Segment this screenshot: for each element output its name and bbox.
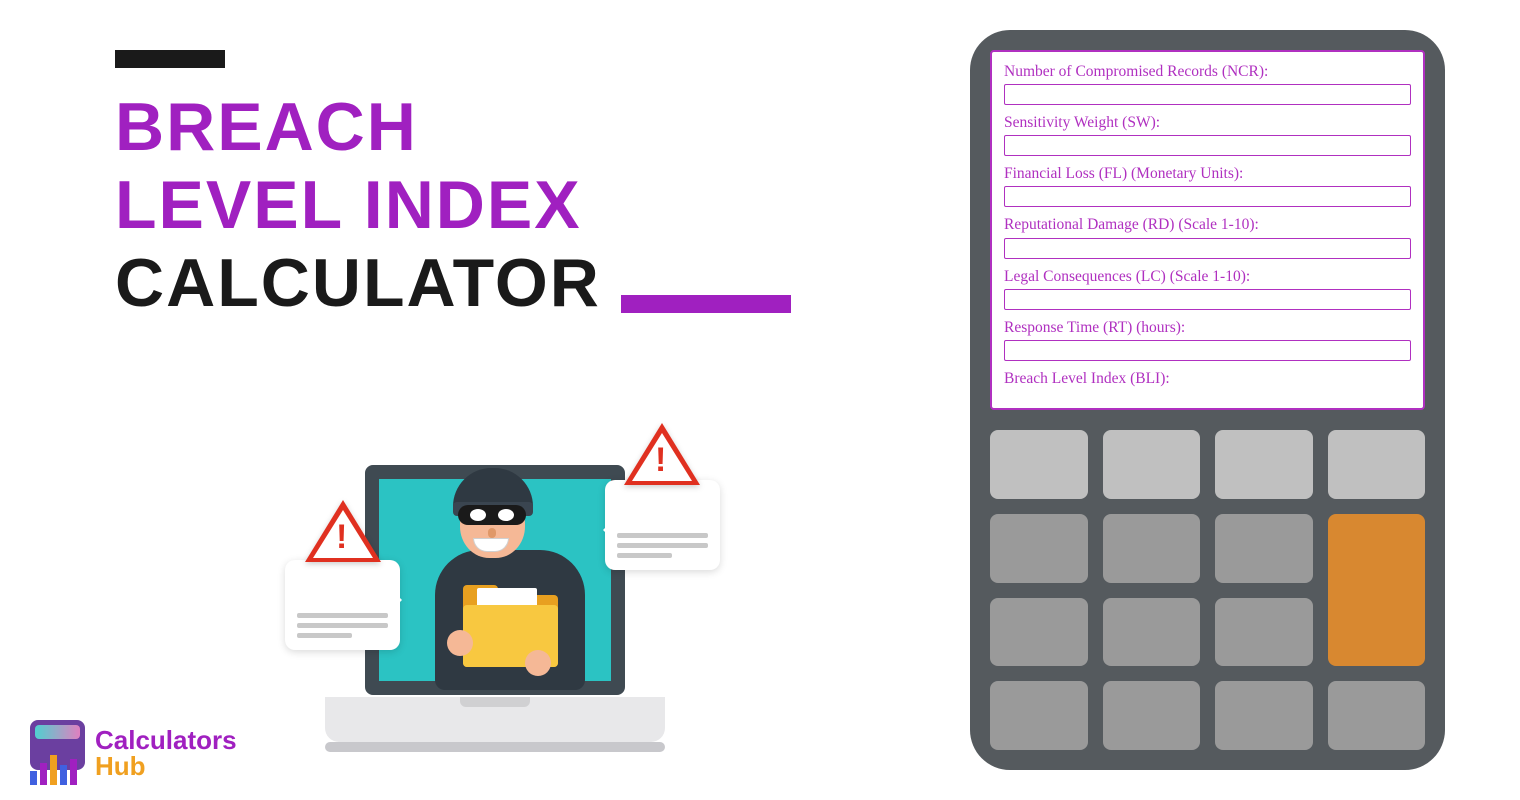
calculator-key[interactable] <box>990 598 1088 667</box>
calculator-keypad <box>990 430 1425 750</box>
decorative-bar-bottom <box>621 295 791 313</box>
calculator-key[interactable] <box>1103 681 1201 750</box>
form-input[interactable] <box>1004 238 1411 259</box>
calculator-key[interactable] <box>1215 514 1313 583</box>
decorative-bar-top <box>115 50 225 68</box>
calculator-form-screen: Number of Compromised Records (NCR): Sens… <box>990 50 1425 410</box>
calculator-key[interactable] <box>1103 430 1201 499</box>
form-field: Breach Level Index (BLI): <box>1004 369 1411 389</box>
hacker-illustration <box>295 465 695 775</box>
calculator-key[interactable] <box>1215 598 1313 667</box>
calculator-key[interactable] <box>990 681 1088 750</box>
logo-icon <box>30 720 85 785</box>
form-input[interactable] <box>1004 289 1411 310</box>
form-label: Breach Level Index (BLI): <box>1004 369 1411 389</box>
calculator-key[interactable] <box>1328 681 1426 750</box>
logo-word-2: Hub <box>95 751 146 781</box>
form-label: Sensitivity Weight (SW): <box>1004 113 1411 133</box>
logo: Calculators Hub <box>30 720 237 785</box>
form-input[interactable] <box>1004 84 1411 105</box>
form-label: Financial Loss (FL) (Monetary Units): <box>1004 164 1411 184</box>
calculator-key[interactable] <box>1103 514 1201 583</box>
speech-bubble-left <box>285 560 400 650</box>
title-line-2: LEVEL INDEX <box>115 166 791 244</box>
form-label: Reputational Damage (RD) (Scale 1-10): <box>1004 215 1411 235</box>
laptop-shelf <box>325 742 665 752</box>
warning-icon <box>624 423 700 485</box>
form-field: Response Time (RT) (hours): <box>1004 318 1411 361</box>
thief-figure <box>425 450 605 695</box>
form-field: Sensitivity Weight (SW): <box>1004 113 1411 156</box>
calculator-key[interactable] <box>1103 598 1201 667</box>
laptop-base <box>325 697 665 742</box>
form-input[interactable] <box>1004 186 1411 207</box>
form-field: Legal Consequences (LC) (Scale 1-10): <box>1004 267 1411 310</box>
title-block: BREACH LEVEL INDEX CALCULATOR <box>115 50 791 323</box>
calculator-key[interactable] <box>1328 514 1426 667</box>
form-field: Number of Compromised Records (NCR): <box>1004 62 1411 105</box>
speech-bubble-right <box>605 480 720 570</box>
calculator-key[interactable] <box>990 514 1088 583</box>
form-input[interactable] <box>1004 135 1411 156</box>
calculator-key[interactable] <box>990 430 1088 499</box>
calculator-key[interactable] <box>1215 430 1313 499</box>
form-field: Reputational Damage (RD) (Scale 1-10): <box>1004 215 1411 258</box>
form-field: Financial Loss (FL) (Monetary Units): <box>1004 164 1411 207</box>
calculator-key[interactable] <box>1215 681 1313 750</box>
warning-icon <box>305 500 381 562</box>
calculator-device: Number of Compromised Records (NCR): Sens… <box>970 30 1445 770</box>
form-label: Legal Consequences (LC) (Scale 1-10): <box>1004 267 1411 287</box>
form-label: Response Time (RT) (hours): <box>1004 318 1411 338</box>
form-input[interactable] <box>1004 340 1411 361</box>
logo-text: Calculators Hub <box>95 727 237 779</box>
title-line-3: CALCULATOR <box>115 244 601 322</box>
title-line-1: BREACH <box>115 88 791 166</box>
form-label: Number of Compromised Records (NCR): <box>1004 62 1411 82</box>
calculator-key[interactable] <box>1328 430 1426 499</box>
